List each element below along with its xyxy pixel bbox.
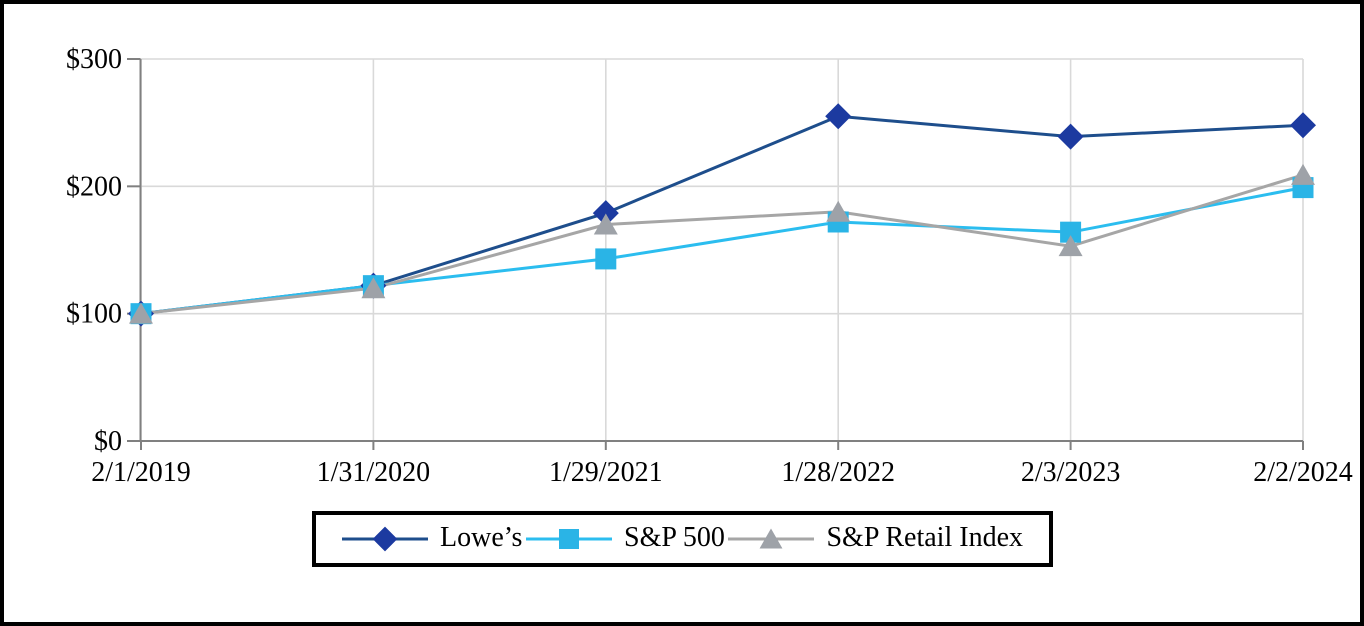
legend-label-sp500: S&P 500 [624,522,725,553]
series-markers-2 [129,163,1315,324]
vertical-gridlines [140,59,1304,441]
x-tick-label: 1/31/2020 [317,457,431,488]
y-tick-label: $300 [66,44,122,75]
legend-entry-sp-retail: S&P Retail Index [728,524,1023,554]
axes [127,58,1304,450]
chart-legend: Lowe’s S&P 500 S&P Retail Index [312,511,1053,567]
legend-label-lowes: Lowe’s [440,522,523,553]
legend-entry-sp500: S&P 500 [526,524,725,554]
sp-retail-line-marker-icon [728,528,815,549]
performance-line-chart: $0 $100 $200 $300 2/1/2019 1/31/2020 1/29/2021… [66,44,1353,488]
series-line-0 [140,114,1304,316]
x-tick-label: 1/29/2021 [549,457,663,488]
x-tick-label: 2/1/2019 [91,457,191,488]
sp500-line-marker-icon [526,529,613,549]
y-axis-tick-labels: $0 $100 $200 $300 [66,44,122,457]
x-tick-label: 1/28/2022 [781,457,895,488]
horizontal-gridlines [140,58,1303,315]
x-axis-tick-labels: 2/1/2019 1/31/2020 1/29/2021 1/28/2022 2/3/2… [91,457,1353,488]
y-tick-label: $100 [66,299,122,330]
series-line-1 [140,186,1304,316]
series-markers-1 [130,177,1314,325]
lowes-line-marker-icon [342,526,428,552]
y-tick-label: $0 [94,426,122,457]
x-tick-label: 2/3/2023 [1021,457,1121,488]
x-tick-label: 2/2/2024 [1253,457,1353,488]
series-line-2 [140,173,1304,316]
legend-entry-lowes: Lowe’s [342,524,522,554]
legend-label-sp-retail: S&P Retail Index [826,522,1023,553]
y-tick-label: $200 [66,171,122,202]
